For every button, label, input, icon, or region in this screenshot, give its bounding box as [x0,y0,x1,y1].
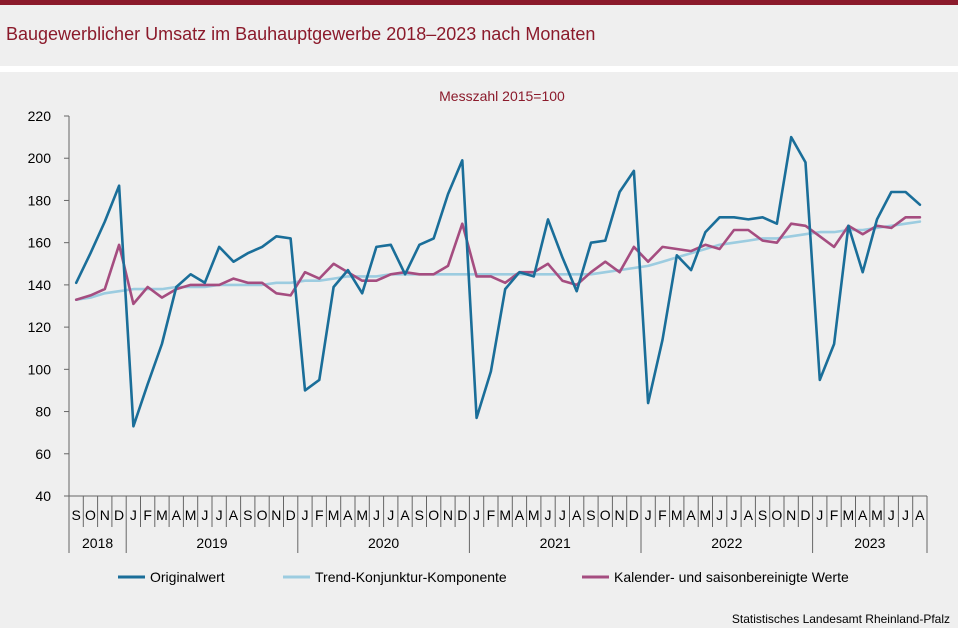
series-lines [74,135,922,428]
month-label: A [858,507,868,523]
month-label: M [700,507,712,523]
month-label: J [201,507,208,523]
month-label: J [888,507,895,523]
month-label: A [229,507,239,523]
month-label: O [600,507,611,523]
month-label: M [328,507,340,523]
year-label: 2018 [82,535,113,551]
month-label: J [216,507,223,523]
month-label: M [356,507,368,523]
month-label: O [257,507,268,523]
month-label: J [816,507,823,523]
month-label: F [830,507,839,523]
month-label: S [71,507,80,523]
month-label: M [185,507,197,523]
month-label: J [902,507,909,523]
y-tick-label: 60 [35,446,51,462]
month-label: O [771,507,782,523]
chart-subtitle: Messzahl 2015=100 [439,88,565,104]
month-label: D [114,507,124,523]
month-label: M [871,507,883,523]
y-tick-label: 220 [28,108,52,124]
month-label: N [100,507,110,523]
month-label: J [730,507,737,523]
month-label: M [528,507,540,523]
y-tick-label: 80 [35,404,51,420]
month-label: A [744,507,754,523]
month-label: J [473,507,480,523]
series-line-3 [74,216,922,306]
month-label: A [686,507,696,523]
top-accent-bar [0,0,958,5]
month-label: N [614,507,624,523]
year-label: 2021 [540,535,571,551]
month-label: S [243,507,252,523]
header: Baugewerblicher Umsatz im Bauhauptgewerb… [0,5,958,66]
series-line-1 [74,135,922,428]
month-label: D [629,507,639,523]
month-label: O [85,507,96,523]
month-label: S [415,507,424,523]
month-label: F [143,507,152,523]
month-label: J [130,507,137,523]
month-label: J [559,507,566,523]
month-label: J [387,507,394,523]
month-label: A [515,507,525,523]
month-label: M [843,507,855,523]
legend-label-2: Trend-Konjunktur-Komponente [315,569,507,585]
y-tick-label: 180 [28,192,52,208]
year-label: 2019 [196,535,227,551]
month-label: J [545,507,552,523]
month-label: A [572,507,582,523]
month-label: F [315,507,324,523]
month-label: J [716,507,723,523]
y-tick-label: 40 [35,488,51,504]
page-title: Baugewerblicher Umsatz im Bauhauptgewerb… [6,24,596,44]
month-label: A [172,507,182,523]
year-label: 2023 [854,535,885,551]
month-label: F [487,507,496,523]
month-label: N [443,507,453,523]
month-label: S [586,507,595,523]
month-label: M [671,507,683,523]
year-label: 2020 [368,535,399,551]
month-label: D [457,507,467,523]
y-tick-label: 140 [28,277,52,293]
month-label: A [343,507,353,523]
source-credit: Statistisches Landesamt Rheinland-Pfalz [731,612,950,626]
month-label: N [786,507,796,523]
series-line-2 [74,220,922,302]
month-label: A [400,507,410,523]
legend-label-3: Kalender- und saisonbereinigte Werte [614,569,849,585]
y-tick-label: 200 [28,150,52,166]
legend: Originalwert Trend-Konjunktur-Komponente K… [118,569,849,585]
month-label: D [286,507,296,523]
month-label: J [301,507,308,523]
month-label: J [645,507,652,523]
legend-label-1: Originalwert [150,569,225,585]
month-label: O [428,507,439,523]
year-label: 2022 [711,535,742,551]
y-tick-label: 120 [28,319,52,335]
y-tick-label: 100 [28,361,52,377]
month-label: M [156,507,168,523]
month-label: F [658,507,667,523]
month-label: A [915,507,925,523]
month-label: N [271,507,281,523]
month-label: D [800,507,810,523]
y-tick-label: 160 [28,235,52,251]
month-label: M [499,507,511,523]
month-label: J [373,507,380,523]
month-label: S [758,507,767,523]
